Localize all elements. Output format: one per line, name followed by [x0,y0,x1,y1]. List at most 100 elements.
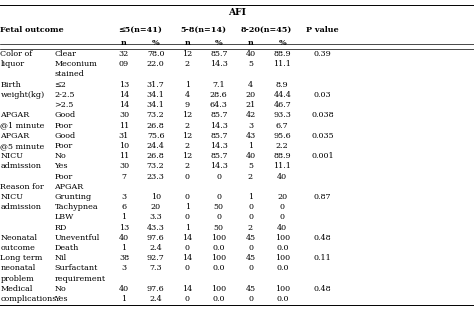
Text: n: n [121,39,127,47]
Text: 45: 45 [246,234,255,242]
Text: 40: 40 [246,152,255,160]
Text: n: n [247,39,254,47]
Text: 40: 40 [119,234,129,242]
Text: 97.6: 97.6 [147,234,164,242]
Text: 0: 0 [185,295,190,303]
Text: 0: 0 [185,172,190,180]
Text: APGAR: APGAR [0,111,30,119]
Text: Medical: Medical [0,285,33,293]
Text: 14: 14 [182,285,192,293]
Text: RD: RD [55,224,67,232]
Text: 09: 09 [119,60,129,68]
Text: 0: 0 [248,203,253,211]
Text: AFI: AFI [228,8,246,17]
Text: 0.0: 0.0 [276,295,289,303]
Text: 100: 100 [211,254,226,262]
Text: 3: 3 [121,193,127,201]
Text: 30: 30 [119,111,129,119]
Text: 32: 32 [119,50,129,58]
Text: 34.1: 34.1 [147,101,164,109]
Text: 0.035: 0.035 [311,132,334,140]
Text: Nil: Nil [55,254,67,262]
Text: 2: 2 [185,162,190,170]
Text: 3: 3 [248,121,253,129]
Text: 2: 2 [185,142,190,150]
Text: 40: 40 [246,50,255,58]
Text: 45: 45 [246,254,255,262]
Text: 4: 4 [248,81,253,89]
Text: Long term: Long term [0,254,43,262]
Text: 1: 1 [185,203,190,211]
Text: ≤2: ≤2 [55,81,66,89]
Text: 34.1: 34.1 [147,91,164,99]
Text: 42: 42 [246,111,255,119]
Text: 2.4: 2.4 [149,295,162,303]
Text: NICU: NICU [0,193,24,201]
Text: 13: 13 [119,224,129,232]
Text: Yes: Yes [55,295,68,303]
Text: Poor: Poor [55,142,73,150]
Text: 100: 100 [275,234,290,242]
Text: admission: admission [0,203,41,211]
Text: 14.3: 14.3 [210,60,228,68]
Text: 2: 2 [248,172,253,180]
Text: %: % [278,39,286,47]
Text: 14: 14 [182,254,192,262]
Text: Death: Death [55,244,79,252]
Text: 85.7: 85.7 [210,50,228,58]
Text: problem: problem [0,275,34,283]
Text: 0: 0 [280,203,285,211]
Text: %: % [152,39,160,47]
Text: Fetal outcome: Fetal outcome [0,26,64,34]
Text: 12: 12 [182,50,192,58]
Text: 8-20(n=45): 8-20(n=45) [241,26,292,34]
Text: 100: 100 [275,285,290,293]
Text: 0: 0 [216,214,221,222]
Text: n: n [184,39,191,47]
Text: 14.3: 14.3 [210,121,228,129]
Text: @1 minute: @1 minute [0,121,45,129]
Text: 85.7: 85.7 [210,152,228,160]
Text: 73.2: 73.2 [147,111,164,119]
Text: 4: 4 [185,91,190,99]
Text: 28.6: 28.6 [210,91,228,99]
Text: 38: 38 [119,254,129,262]
Text: 0.48: 0.48 [313,285,331,293]
Text: 50: 50 [214,203,224,211]
Text: 30: 30 [119,162,129,170]
Text: 5: 5 [248,162,253,170]
Text: 1: 1 [121,214,127,222]
Text: 100: 100 [211,285,226,293]
Text: 0.0: 0.0 [276,265,289,273]
Text: 0: 0 [216,193,221,201]
Text: Tachypnea: Tachypnea [55,203,98,211]
Text: Good: Good [55,111,76,119]
Text: 14.3: 14.3 [210,142,228,150]
Text: 100: 100 [211,234,226,242]
Text: 2-2.5: 2-2.5 [55,91,75,99]
Text: 2: 2 [185,121,190,129]
Text: Meconium: Meconium [55,60,97,68]
Text: 3.3: 3.3 [149,214,162,222]
Text: 7.3: 7.3 [149,265,162,273]
Text: 0: 0 [248,214,253,222]
Text: neonatal: neonatal [0,265,36,273]
Text: Good: Good [55,132,76,140]
Text: 0: 0 [280,214,285,222]
Text: 10: 10 [119,142,129,150]
Text: 50: 50 [214,224,224,232]
Text: 14: 14 [182,234,192,242]
Text: 97.6: 97.6 [147,285,164,293]
Text: 78.0: 78.0 [147,50,164,58]
Text: 1: 1 [185,81,190,89]
Text: 5: 5 [248,60,253,68]
Text: 11: 11 [119,121,129,129]
Text: Poor: Poor [55,172,73,180]
Text: 8.9: 8.9 [276,81,289,89]
Text: 26.8: 26.8 [147,121,164,129]
Text: Uneventful: Uneventful [55,234,100,242]
Text: 14.3: 14.3 [210,162,228,170]
Text: Color of: Color of [0,50,33,58]
Text: 40: 40 [277,224,287,232]
Text: 12: 12 [182,152,192,160]
